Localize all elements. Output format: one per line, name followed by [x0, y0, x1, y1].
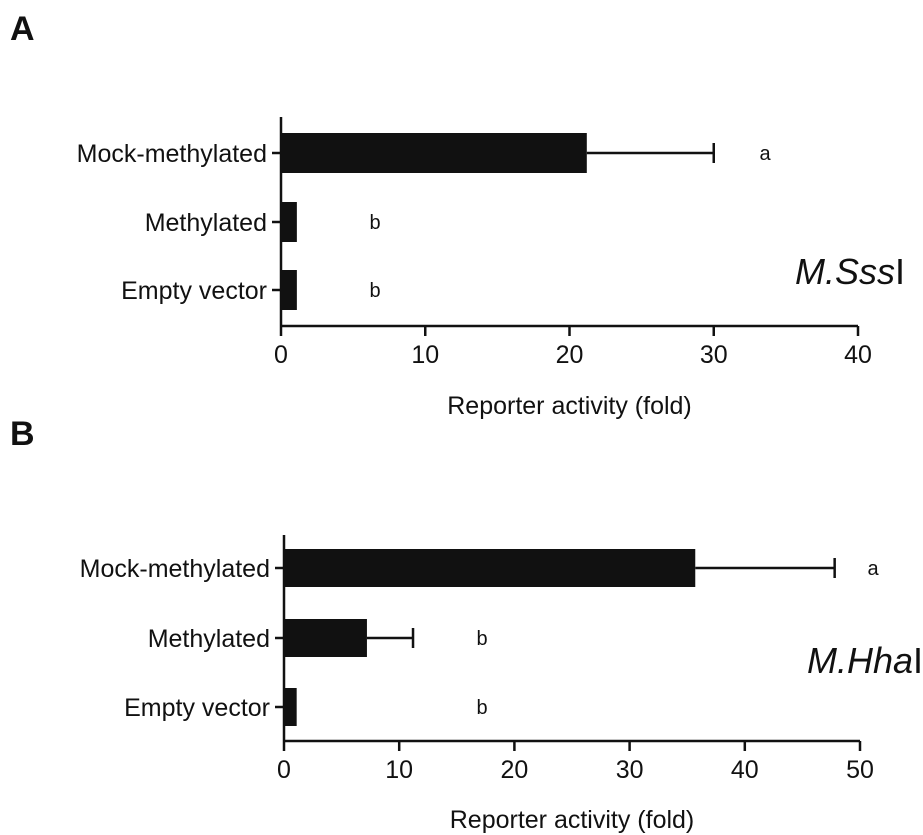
- category-label: Empty vector: [124, 694, 270, 722]
- x-tick-label: 10: [411, 341, 439, 369]
- significance-letter: a: [867, 558, 879, 580]
- bar: [284, 619, 367, 657]
- x-tick-label: 20: [500, 756, 528, 784]
- enzyme-label: M.HhaI: [807, 640, 923, 681]
- enzyme-label: M.SssI: [795, 251, 905, 292]
- enzyme-label-roman: I: [913, 640, 923, 681]
- x-tick-label: 40: [731, 756, 759, 784]
- bar: [281, 202, 297, 242]
- bar: [284, 688, 297, 726]
- significance-letter: b: [369, 280, 380, 302]
- category-label: Methylated: [148, 625, 270, 653]
- bar: [281, 270, 297, 310]
- x-tick-label: 30: [616, 756, 644, 784]
- x-tick-label: 20: [556, 341, 584, 369]
- enzyme-label-roman: I: [895, 251, 905, 292]
- x-axis-label: Reporter activity (fold): [447, 392, 692, 420]
- x-tick-label: 30: [700, 341, 728, 369]
- enzyme-label-italic: M.Sss: [795, 251, 895, 292]
- x-tick-label: 50: [846, 756, 874, 784]
- x-tick-label: 40: [844, 341, 872, 369]
- x-tick-label: 10: [385, 756, 413, 784]
- category-label: Empty vector: [121, 277, 267, 305]
- significance-letter: b: [476, 628, 487, 650]
- x-axis-label: Reporter activity (fold): [450, 806, 695, 834]
- x-tick-label: 0: [274, 341, 288, 369]
- bar: [284, 549, 696, 587]
- panel-label: A: [10, 10, 35, 48]
- significance-letter: b: [369, 212, 380, 234]
- bar: [281, 133, 587, 173]
- significance-letter: a: [759, 143, 771, 165]
- x-tick-label: 0: [277, 756, 291, 784]
- significance-letter: b: [476, 697, 487, 719]
- category-label: Mock-methylated: [77, 140, 267, 168]
- category-label: Mock-methylated: [80, 555, 270, 583]
- enzyme-label-italic: M.Hha: [807, 640, 913, 681]
- category-label: Methylated: [145, 209, 267, 237]
- panel-label: B: [10, 415, 35, 453]
